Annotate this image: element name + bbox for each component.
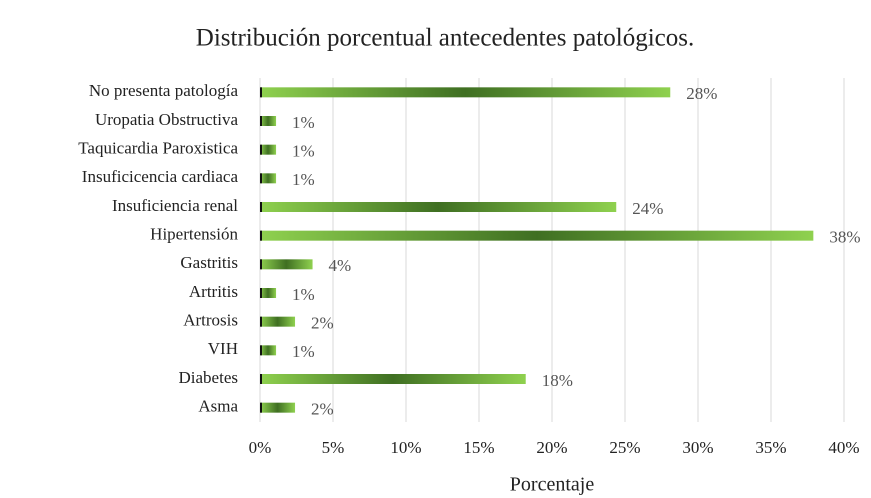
bar — [260, 173, 277, 184]
value-label: 18% — [542, 371, 573, 390]
value-label: 2% — [311, 400, 334, 419]
value-label: 28% — [686, 84, 717, 103]
x-tick-label: 35% — [755, 438, 786, 457]
value-label: 24% — [632, 199, 663, 218]
bar — [260, 144, 277, 155]
bar — [260, 230, 814, 241]
value-label: 1% — [292, 342, 315, 361]
y-tick-label: Insuficiencia renal — [112, 196, 238, 215]
bar — [260, 202, 617, 212]
y-tick-label: Hipertensión — [150, 225, 238, 244]
value-label: 2% — [311, 314, 334, 333]
y-tick-label: Diabetes — [179, 368, 238, 387]
value-label: 1% — [292, 170, 315, 189]
y-tick-label: No presenta patología — [89, 81, 239, 100]
x-tick-label: 25% — [609, 438, 640, 457]
y-tick-label: VIH — [208, 339, 238, 358]
y-tick-label: Gastritis — [180, 253, 238, 272]
value-label: 1% — [292, 113, 315, 132]
bar — [260, 259, 313, 270]
bar — [260, 345, 277, 356]
value-label: 4% — [329, 256, 352, 275]
value-label: 38% — [829, 228, 860, 247]
x-tick-label: 20% — [536, 438, 567, 457]
x-tick-label: 40% — [828, 438, 859, 457]
y-tick-label: Artritis — [189, 282, 238, 301]
x-axis-label: Porcentaje — [510, 474, 595, 496]
chart-title: Distribución porcentual antecedentes pat… — [196, 25, 694, 52]
value-label: 1% — [292, 142, 315, 161]
bar — [260, 87, 671, 98]
value-label: 1% — [292, 285, 315, 304]
bar — [260, 116, 277, 126]
x-tick-label: 0% — [249, 438, 272, 457]
x-tick-label: 15% — [463, 438, 494, 457]
x-tick-label: 30% — [682, 438, 713, 457]
x-tick-label: 10% — [390, 438, 421, 457]
x-tick-label: 5% — [322, 438, 345, 457]
y-tick-label: Asma — [198, 397, 238, 416]
y-tick-label: Artrosis — [183, 311, 238, 330]
y-tick-label: Uropatia Obstructiva — [95, 110, 238, 129]
bar — [260, 288, 277, 298]
y-tick-label: Insuficicencia cardiaca — [82, 167, 239, 186]
bar — [260, 316, 296, 327]
bar — [260, 402, 296, 413]
y-tick-label: Taquicardia Paroxistica — [78, 139, 238, 158]
bar — [260, 374, 526, 384]
